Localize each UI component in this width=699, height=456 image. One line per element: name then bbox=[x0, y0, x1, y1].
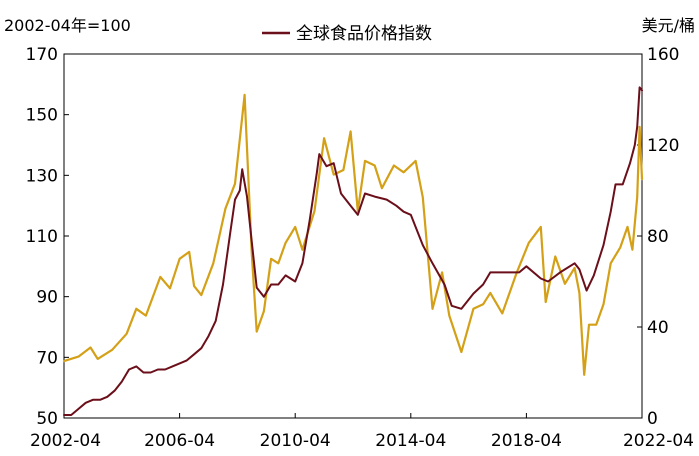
left-tick-label: 70 bbox=[36, 348, 58, 368]
x-tick-label: 2010-04 bbox=[260, 431, 331, 451]
left-tick-label: 50 bbox=[36, 409, 58, 429]
x-tick-label: 2014-04 bbox=[375, 431, 446, 451]
x-tick-label: 2018-04 bbox=[491, 431, 562, 451]
x-tick-label: 2022-04 bbox=[623, 431, 694, 451]
right-tick-label: 80 bbox=[647, 227, 669, 247]
right-axis-unit: 美元/桶 bbox=[642, 16, 695, 35]
series-layer bbox=[62, 86, 644, 416]
right-tick-label: 160 bbox=[647, 45, 679, 65]
right-tick-label: 0 bbox=[647, 409, 658, 429]
left-tick-label: 130 bbox=[26, 166, 58, 186]
series-line-food-price-index bbox=[63, 86, 643, 416]
left-tick-label: 90 bbox=[36, 288, 58, 308]
series-line-right-axis bbox=[62, 93, 644, 376]
x-axis: 2002-04 2006-04 2010-04 2014-04 2018-04 2022-… bbox=[30, 413, 694, 451]
x-tick-label: 2002-04 bbox=[30, 431, 101, 451]
right-tick-label: 120 bbox=[647, 136, 679, 156]
right-axis: 0 40 80 120 160 bbox=[637, 45, 679, 429]
right-tick-label: 40 bbox=[647, 318, 669, 338]
left-tick-label: 150 bbox=[26, 106, 58, 126]
x-tick-label: 2006-04 bbox=[144, 431, 215, 451]
left-tick-label: 110 bbox=[26, 227, 58, 247]
left-axis-unit: 2002-04年=100 bbox=[4, 16, 131, 35]
legend: 全球食品价格指数 bbox=[262, 24, 432, 44]
left-axis: 50 70 90 110 130 150 170 bbox=[26, 45, 69, 429]
plot-frame bbox=[63, 53, 643, 419]
left-tick-label: 170 bbox=[26, 45, 58, 65]
legend-label: 全球食品价格指数 bbox=[296, 24, 432, 44]
